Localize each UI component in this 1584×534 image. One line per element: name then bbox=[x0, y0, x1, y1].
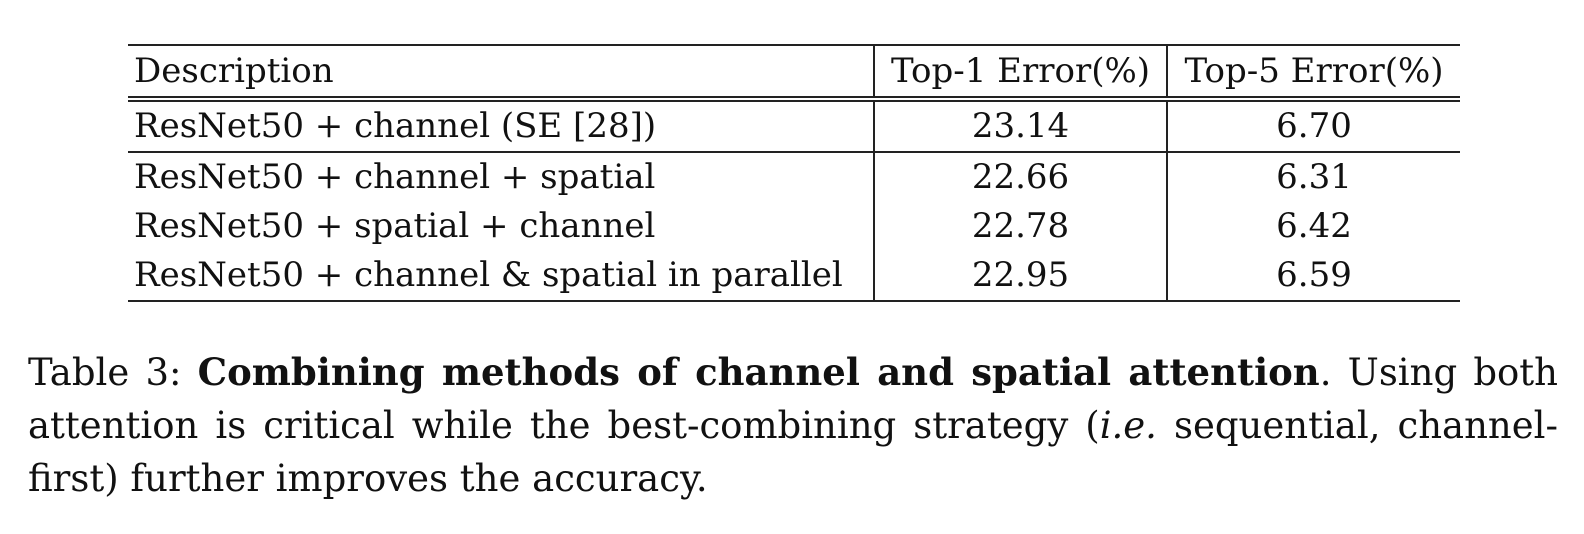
row-description: ResNet50 + channel (SE [28]) bbox=[128, 99, 875, 153]
row-top5: 6.70 bbox=[1167, 99, 1460, 153]
caption-label: Table 3: bbox=[28, 351, 182, 394]
row-top5: 6.59 bbox=[1167, 251, 1460, 302]
results-table: Description Top-1 Error(%) Top-5 Error(%… bbox=[128, 44, 1460, 302]
table-row: ResNet50 + channel + spatial 22.66 6.31 bbox=[128, 152, 1460, 202]
row-description: ResNet50 + channel + spatial bbox=[128, 152, 875, 202]
header-top1-error: Top-1 Error(%) bbox=[874, 44, 1168, 102]
row-top1-best: 22.66 bbox=[874, 152, 1168, 202]
table-header-row: Description Top-1 Error(%) Top-5 Error(%… bbox=[128, 44, 1460, 102]
row-description: ResNet50 + channel & spatial in parallel bbox=[128, 251, 875, 302]
row-top5-best: 6.31 bbox=[1276, 157, 1352, 197]
header-top5-error: Top-5 Error(%) bbox=[1167, 44, 1460, 102]
row-description: ResNet50 + spatial + channel bbox=[128, 202, 875, 251]
row-top1: 23.14 bbox=[874, 99, 1168, 153]
row-top1: 22.95 bbox=[874, 251, 1168, 302]
table-row: ResNet50 + channel (SE [28]) 23.14 6.70 bbox=[128, 99, 1460, 153]
row-top5: 6.42 bbox=[1276, 206, 1352, 246]
results-table-container: Description Top-1 Error(%) Top-5 Error(%… bbox=[128, 44, 1460, 302]
table-row: ResNet50 + channel & spatial in parallel… bbox=[128, 251, 1460, 302]
caption-text-part-2: sequential, channel-first) further impro… bbox=[28, 404, 1558, 500]
caption-title: Combining methods of channel and spatial… bbox=[197, 350, 1320, 394]
row-top1: 22.78 bbox=[874, 202, 1168, 251]
header-description: Description bbox=[128, 44, 875, 102]
caption-text-part-1: . Using both attention is critical while… bbox=[28, 351, 1558, 447]
caption-ie: i.e. bbox=[1099, 404, 1157, 447]
table-row: ResNet50 + spatial + channel 22.78 6.42 bbox=[128, 202, 1460, 251]
table-caption: Table 3: Combining methods of channel an… bbox=[28, 346, 1558, 505]
